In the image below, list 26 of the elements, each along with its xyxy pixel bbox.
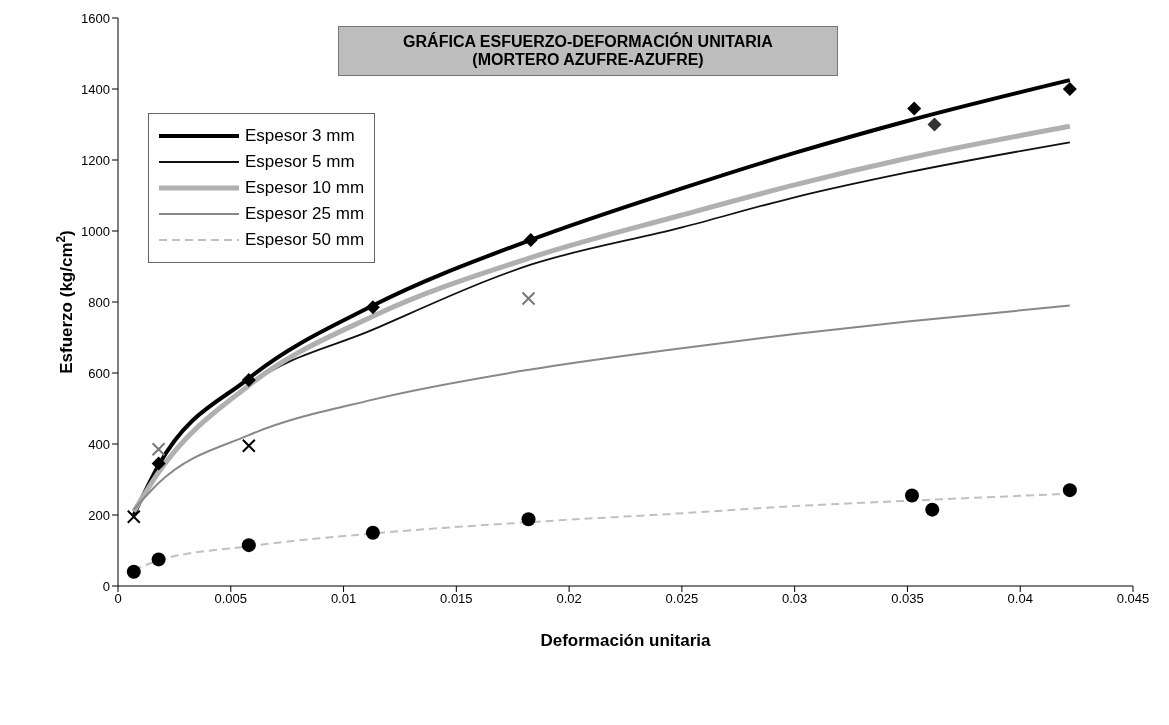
y-tick-label: 200 bbox=[88, 507, 110, 523]
title-box: GRÁFICA ESFUERZO-DEFORMACIÓN UNITARIA (MORTERO AZUFRE-AZUFRE) bbox=[338, 26, 838, 76]
x-tick-label: 0.035 bbox=[891, 591, 924, 607]
legend-label: Espesor 3 mm bbox=[245, 126, 355, 146]
y-tick-label: 800 bbox=[88, 294, 110, 310]
x-tick-label: 0.03 bbox=[782, 591, 808, 607]
x-tick-label: 0.015 bbox=[440, 591, 473, 607]
legend-label: Espesor 25 mm bbox=[245, 204, 365, 224]
legend-label: Espesor 10 mm bbox=[245, 178, 365, 198]
y-tick-label: 1000 bbox=[81, 223, 110, 239]
y-tick-label: 1400 bbox=[81, 81, 110, 97]
x-tick-label: 0.005 bbox=[214, 591, 248, 607]
x-tick-label: 0.04 bbox=[1007, 591, 1033, 607]
y-tick-label: 600 bbox=[88, 365, 110, 381]
legend-label: Espesor 5 mm bbox=[245, 152, 355, 172]
x-tick-label: 0.025 bbox=[665, 591, 699, 607]
y-tick-label: 0 bbox=[102, 578, 110, 594]
y-tick-label: 1200 bbox=[81, 152, 110, 168]
x-tick-label: 0.02 bbox=[556, 591, 582, 607]
y-tick-label: 1600 bbox=[81, 10, 110, 26]
x-tick-label: 0.01 bbox=[330, 591, 357, 607]
x-tick-label: 0 bbox=[114, 591, 122, 607]
y-tick-label: 400 bbox=[88, 436, 110, 452]
x-axis-title: Deformación unitaria bbox=[540, 631, 712, 650]
legend-label: Espesor 50 mm bbox=[245, 230, 365, 250]
x-tick-label: 0.045 bbox=[1116, 591, 1150, 607]
